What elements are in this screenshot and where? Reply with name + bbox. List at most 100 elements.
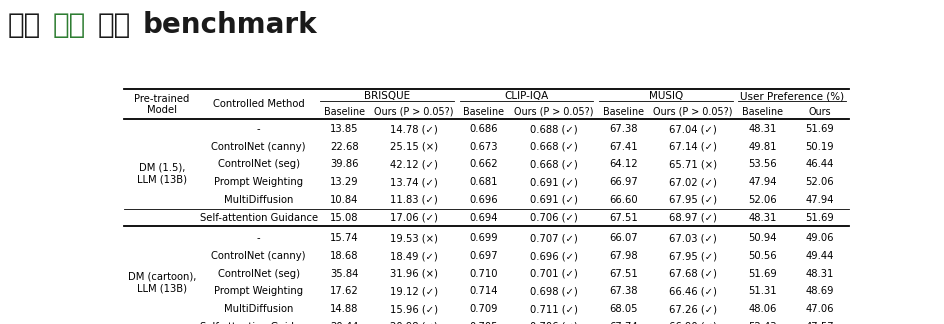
Text: DM (cartoon),
LLM (13B): DM (cartoon), LLM (13B) xyxy=(127,272,196,294)
Text: 0.701 (✓): 0.701 (✓) xyxy=(530,269,577,279)
Text: ControlNet (seg): ControlNet (seg) xyxy=(217,159,299,169)
Text: Ours (P > 0.05?): Ours (P > 0.05?) xyxy=(514,107,593,117)
Text: 52.43: 52.43 xyxy=(748,322,776,324)
Text: 48.31: 48.31 xyxy=(748,124,776,134)
Text: 22.68: 22.68 xyxy=(329,142,359,152)
Text: 图像: 图像 xyxy=(8,11,41,39)
Text: 47.57: 47.57 xyxy=(804,322,833,324)
Text: 0.707 (✓): 0.707 (✓) xyxy=(530,233,577,243)
Text: 68.05: 68.05 xyxy=(609,304,637,314)
Text: 66.90 (✓): 66.90 (✓) xyxy=(668,322,716,324)
Text: Baseline: Baseline xyxy=(463,107,504,117)
Text: 0.691 (✓): 0.691 (✓) xyxy=(530,177,577,187)
Text: 67.74: 67.74 xyxy=(609,322,637,324)
Text: 51.31: 51.31 xyxy=(748,286,776,296)
Text: 0.681: 0.681 xyxy=(469,177,497,187)
Text: 35.84: 35.84 xyxy=(329,269,359,279)
Text: Baseline: Baseline xyxy=(602,107,643,117)
Text: 14.78 (✓): 14.78 (✓) xyxy=(390,124,438,134)
Text: Pre-trained
Model: Pre-trained Model xyxy=(134,94,190,115)
Text: 51.69: 51.69 xyxy=(748,269,776,279)
Text: Self-attention Guidance: Self-attention Guidance xyxy=(199,213,317,223)
Text: 0.662: 0.662 xyxy=(469,159,497,169)
Text: 0.686: 0.686 xyxy=(469,124,497,134)
Text: 恢复: 恢复 xyxy=(97,11,130,39)
Text: 0.714: 0.714 xyxy=(469,286,497,296)
Text: 18.49 (✓): 18.49 (✓) xyxy=(390,251,438,261)
Text: 51.69: 51.69 xyxy=(804,213,833,223)
Text: Baseline: Baseline xyxy=(324,107,364,117)
Text: 67.02 (✓): 67.02 (✓) xyxy=(668,177,716,187)
Text: DM (1.5),
LLM (13B): DM (1.5), LLM (13B) xyxy=(137,163,187,184)
Text: MUSIQ: MUSIQ xyxy=(648,91,683,101)
Text: 66.97: 66.97 xyxy=(608,177,637,187)
Text: 67.38: 67.38 xyxy=(609,124,637,134)
Text: 47.94: 47.94 xyxy=(804,195,833,205)
Text: 66.46 (✓): 66.46 (✓) xyxy=(668,286,716,296)
Text: Self-attention Guidance: Self-attention Guidance xyxy=(199,322,317,324)
Text: 0.709: 0.709 xyxy=(469,304,497,314)
Text: 13.74 (✓): 13.74 (✓) xyxy=(390,177,438,187)
Text: 19.12 (✓): 19.12 (✓) xyxy=(390,286,438,296)
Text: MultiDiffusion: MultiDiffusion xyxy=(224,195,293,205)
Text: 47.06: 47.06 xyxy=(804,304,833,314)
Text: 67.03 (✓): 67.03 (✓) xyxy=(668,233,716,243)
Text: 67.41: 67.41 xyxy=(609,142,637,152)
Text: 10.84: 10.84 xyxy=(329,195,359,205)
Text: 52.06: 52.06 xyxy=(804,177,833,187)
Text: 19.53 (×): 19.53 (×) xyxy=(390,233,438,243)
Text: 53.56: 53.56 xyxy=(748,159,776,169)
Text: 0.694: 0.694 xyxy=(469,213,497,223)
Text: 0.697: 0.697 xyxy=(469,251,497,261)
Text: 46.44: 46.44 xyxy=(804,159,833,169)
Text: 17.06 (✓): 17.06 (✓) xyxy=(390,213,438,223)
Text: 11.83 (✓): 11.83 (✓) xyxy=(390,195,438,205)
Text: 66.60: 66.60 xyxy=(609,195,637,205)
Text: 0.710: 0.710 xyxy=(469,269,497,279)
Text: 52.06: 52.06 xyxy=(748,195,776,205)
Text: ControlNet (canny): ControlNet (canny) xyxy=(211,251,306,261)
Text: 67.95 (✓): 67.95 (✓) xyxy=(668,195,716,205)
Text: 18.68: 18.68 xyxy=(329,251,359,261)
Text: -: - xyxy=(257,233,261,243)
Text: Ours (P > 0.05?): Ours (P > 0.05?) xyxy=(652,107,733,117)
Text: 67.68 (✓): 67.68 (✓) xyxy=(668,269,716,279)
Text: ControlNet (canny): ControlNet (canny) xyxy=(211,142,306,152)
Text: 0.668 (✓): 0.668 (✓) xyxy=(530,142,577,152)
Text: 20.44: 20.44 xyxy=(329,322,359,324)
Text: 67.95 (✓): 67.95 (✓) xyxy=(668,251,716,261)
Text: 20.98 (✓): 20.98 (✓) xyxy=(390,322,438,324)
Text: 67.38: 67.38 xyxy=(609,286,637,296)
Text: 67.98: 67.98 xyxy=(609,251,637,261)
Text: 15.74: 15.74 xyxy=(329,233,359,243)
Text: 48.31: 48.31 xyxy=(748,213,776,223)
Text: 67.26 (✓): 67.26 (✓) xyxy=(668,304,716,314)
Text: 0.696 (✓): 0.696 (✓) xyxy=(530,251,577,261)
Text: CLIP-IQA: CLIP-IQA xyxy=(504,91,548,101)
Text: Prompt Weighting: Prompt Weighting xyxy=(214,286,303,296)
Text: ControlNet (seg): ControlNet (seg) xyxy=(217,269,299,279)
Text: 0.688 (✓): 0.688 (✓) xyxy=(530,124,577,134)
Text: 0.696: 0.696 xyxy=(469,195,497,205)
Text: 48.06: 48.06 xyxy=(748,304,776,314)
Text: 14.88: 14.88 xyxy=(329,304,359,314)
Text: 67.04 (✓): 67.04 (✓) xyxy=(668,124,716,134)
Text: User Preference (%): User Preference (%) xyxy=(739,91,844,101)
Text: 0.705: 0.705 xyxy=(469,322,497,324)
Text: 15.08: 15.08 xyxy=(329,213,359,223)
Text: Ours: Ours xyxy=(807,107,830,117)
Text: 39.86: 39.86 xyxy=(329,159,359,169)
Text: 0.698 (✓): 0.698 (✓) xyxy=(530,286,577,296)
Text: 0.711 (✓): 0.711 (✓) xyxy=(530,304,577,314)
Text: 0.706 (✓): 0.706 (✓) xyxy=(530,213,577,223)
Text: 67.51: 67.51 xyxy=(608,269,637,279)
Text: 67.51: 67.51 xyxy=(608,213,637,223)
Text: 17.62: 17.62 xyxy=(329,286,359,296)
Text: BRISQUE: BRISQUE xyxy=(363,91,410,101)
Text: 65.71 (×): 65.71 (×) xyxy=(668,159,716,169)
Text: 49.81: 49.81 xyxy=(748,142,776,152)
Text: Controlled Method: Controlled Method xyxy=(212,99,304,110)
Text: 51.69: 51.69 xyxy=(804,124,833,134)
Text: Baseline: Baseline xyxy=(742,107,783,117)
Text: 31.96 (×): 31.96 (×) xyxy=(390,269,438,279)
